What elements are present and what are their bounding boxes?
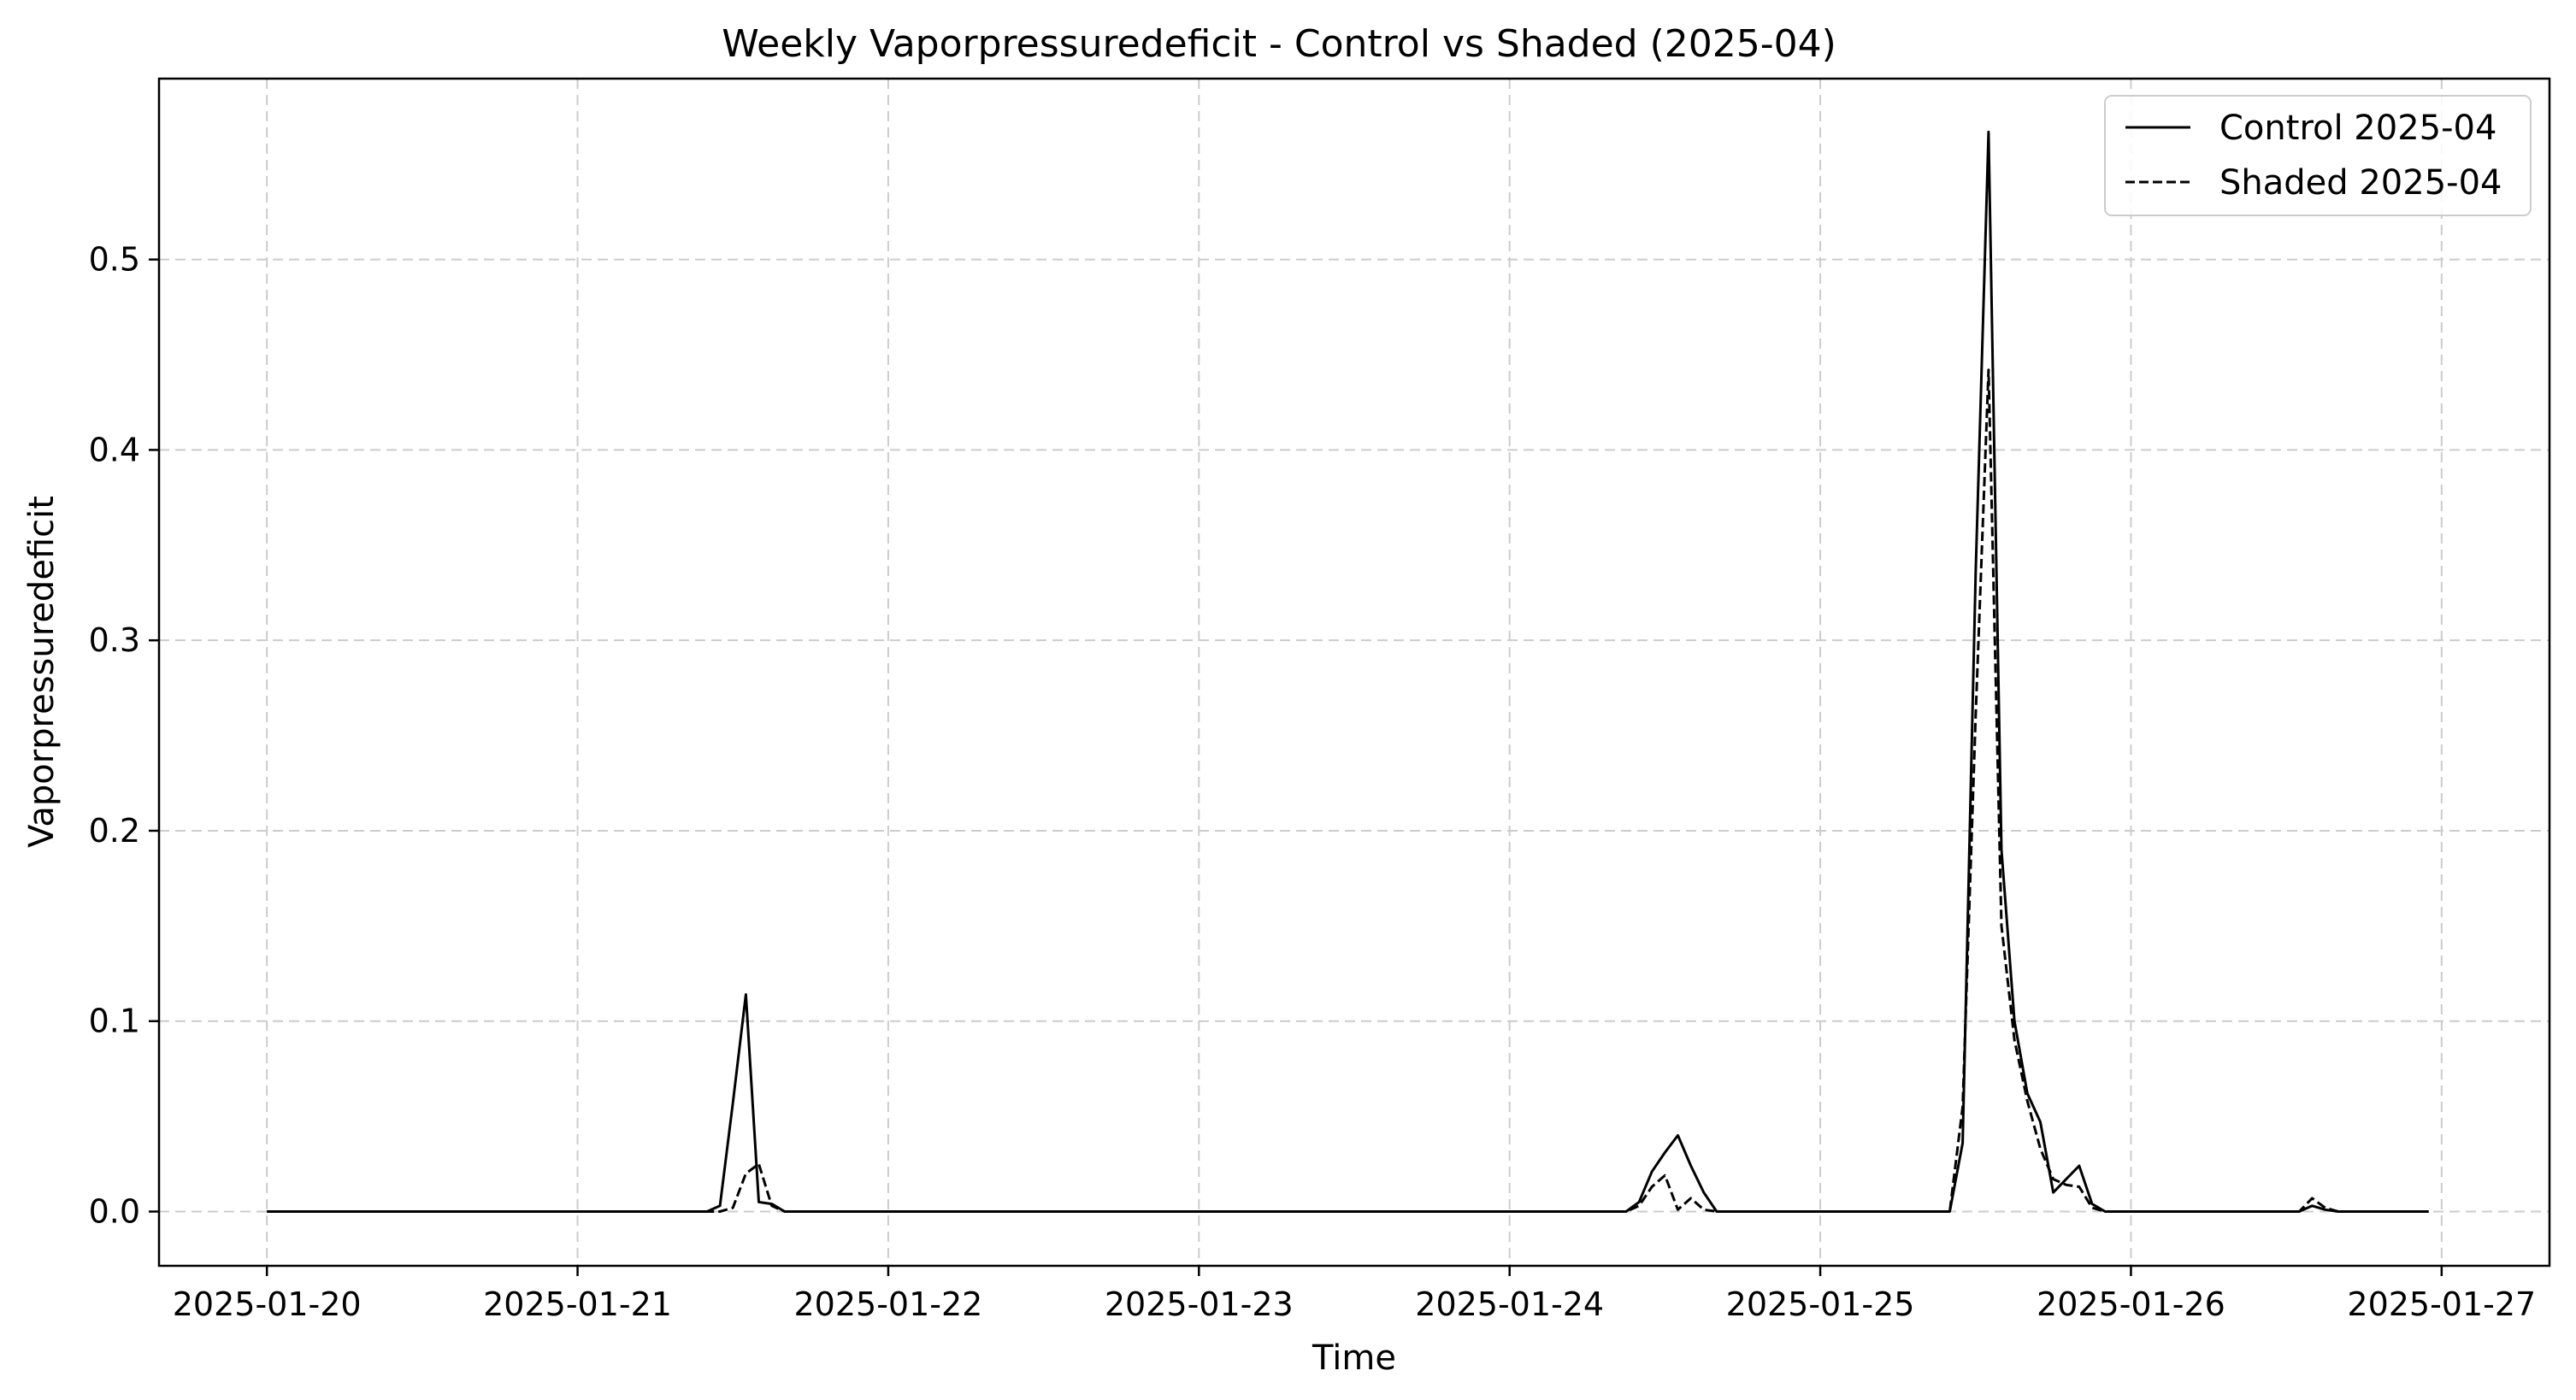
y-tick-label: 0.2: [89, 812, 140, 850]
x-tick-label: 2025-01-21: [483, 1285, 672, 1323]
grid-lines: [159, 79, 2549, 1266]
y-axis-label: Vaporpressuredeficit: [22, 496, 62, 848]
x-tick-label: 2025-01-26: [2037, 1285, 2225, 1323]
plot-frame: [157, 77, 2551, 1268]
y-axis-ticks: 0.0 0.1 0.2 0.3 0.4 0.5: [89, 241, 159, 1231]
series-line-shaded: [267, 368, 2429, 1213]
x-tick-label: 2025-01-27: [2347, 1285, 2536, 1323]
y-tick-label: 0.0: [89, 1193, 140, 1231]
chart-title: Weekly Vaporpressuredeficit - Control vs…: [722, 22, 1836, 66]
x-tick-label: 2025-01-20: [173, 1285, 362, 1323]
x-tick-label: 2025-01-24: [1415, 1285, 1604, 1323]
legend-label-control: Control 2025-04: [2219, 109, 2496, 148]
legend-label-shaded: Shaded 2025-04: [2219, 163, 2502, 203]
legend: Control 2025-04 Shaded 2025-04: [2104, 95, 2532, 216]
x-tick-label: 2025-01-22: [794, 1285, 983, 1323]
y-tick-label: 0.3: [89, 621, 140, 659]
y-tick-label: 0.5: [89, 241, 140, 279]
x-axis-label: Time: [1312, 1338, 1396, 1378]
x-tick-label: 2025-01-23: [1105, 1285, 1294, 1323]
series-line-control: [267, 130, 2429, 1213]
x-tick-label: 2025-01-25: [1726, 1285, 1915, 1323]
y-tick-label: 0.4: [89, 431, 140, 468]
y-tick-label: 0.1: [89, 1003, 140, 1040]
legend-box: [2104, 95, 2532, 216]
series-lines: [267, 130, 2429, 1213]
x-axis-ticks: 2025-01-20 2025-01-21 2025-01-22 2025-01-23…: [173, 1266, 2536, 1323]
